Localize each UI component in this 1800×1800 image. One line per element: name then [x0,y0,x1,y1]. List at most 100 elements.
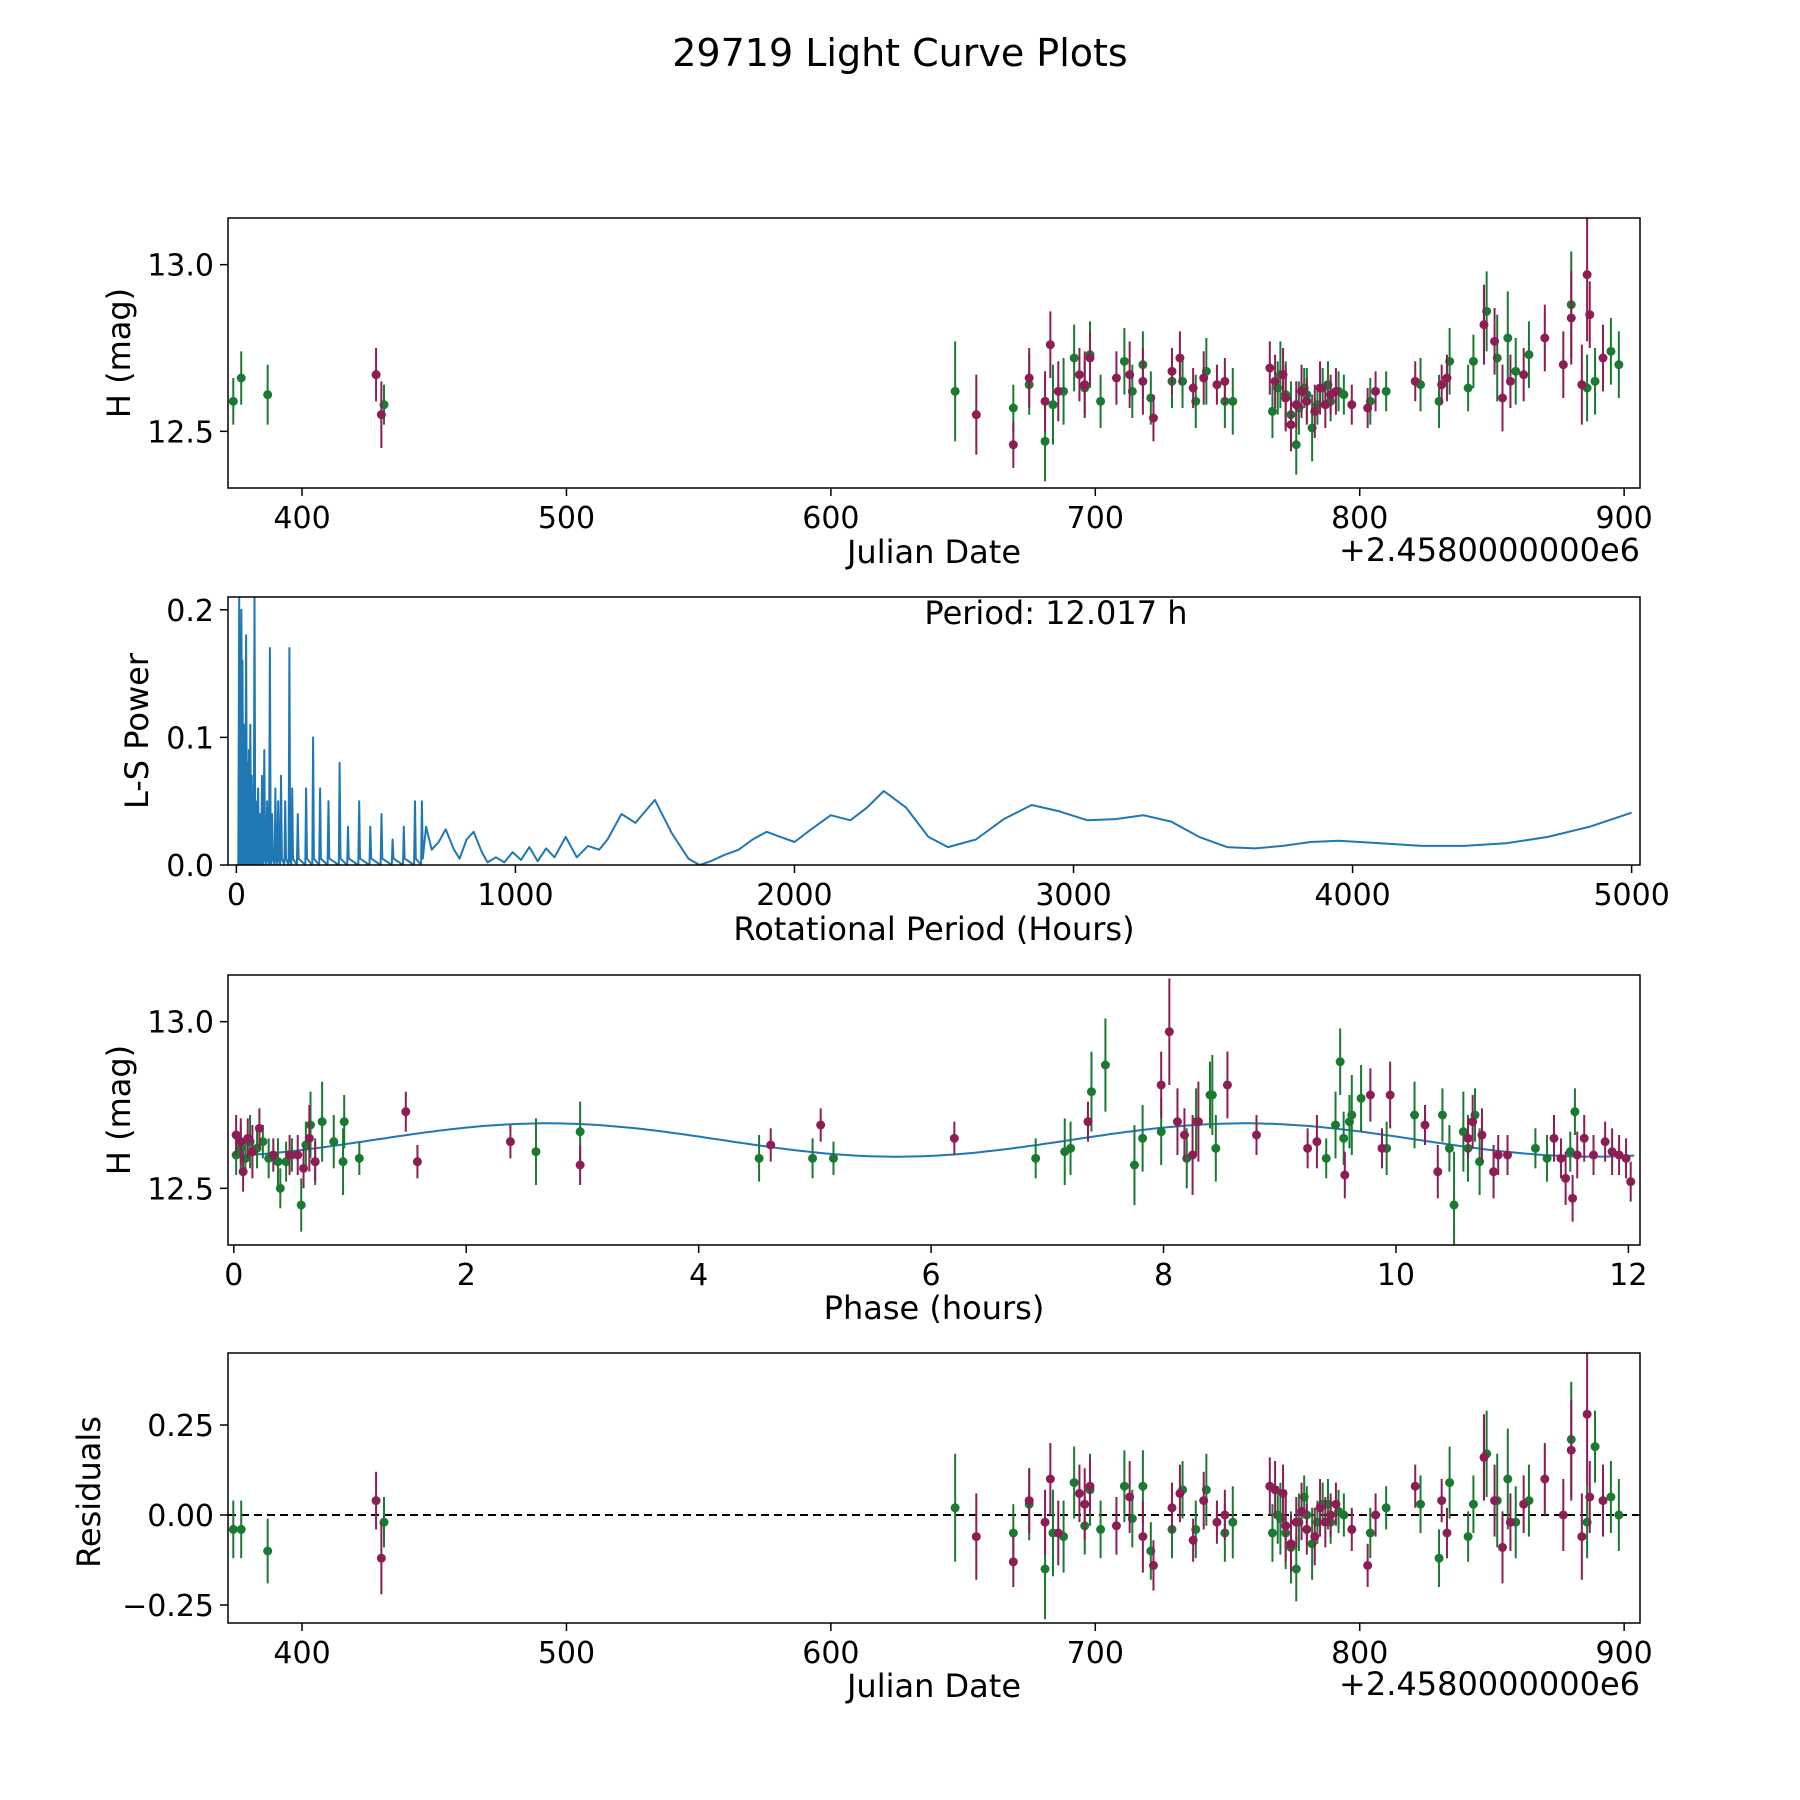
green-data-point [1530,1143,1540,1153]
purple-data-point [1347,400,1357,410]
purple-data-point [376,410,386,420]
green-data-point [1129,1160,1139,1170]
y-tick-label: 13.0 [147,249,214,284]
green-data-point [1590,1442,1600,1452]
purple-data-point [299,1163,309,1173]
purple-data-point [310,1157,320,1167]
x-tick-label: 400 [273,501,330,536]
purple-data-point [304,1133,314,1143]
purple-data-point [1437,1496,1447,1506]
purple-data-point [1138,376,1148,386]
purple-data-point [1585,310,1595,320]
purple-data-point [1498,1542,1508,1552]
green-data-point [1614,1510,1624,1520]
purple-data-point [1433,1167,1443,1177]
light-curve-plot-area [228,218,1624,482]
purple-data-point [1479,1452,1489,1462]
purple-data-point [1297,1506,1307,1516]
green-data-point [301,1140,311,1150]
green-data-point [1267,406,1277,416]
purple-data-point [1503,1150,1513,1160]
green-data-point [1458,1127,1468,1137]
residuals-marks [228,1353,1655,1620]
green-data-point [1347,1110,1357,1120]
green-data-point [1503,333,1513,343]
purple-data-point [293,1150,303,1160]
purple-data-point [1477,1130,1487,1140]
periodogram-ticks: 0 1000 2000 3000 4000 5000 0.0 0.1 0.2 [166,594,1670,913]
purple-data-point [1286,420,1296,430]
purple-data-point [1363,403,1373,413]
purple-data-point [1045,340,1055,350]
purple-data-point [1148,413,1158,423]
green-data-point [1339,1510,1349,1520]
purple-data-point [1138,1532,1148,1542]
purple-data-point [1540,333,1550,343]
purple-data-point [1326,1510,1336,1520]
purple-data-point [1371,1510,1381,1520]
green-data-point [1646,1478,1655,1487]
purple-data-point [1363,1560,1373,1570]
purple-data-point [401,1107,411,1117]
purple-data-point [1572,1150,1582,1160]
purple-data-point [1377,1143,1387,1153]
purple-data-point [949,1133,959,1143]
green-data-point [1410,1110,1420,1120]
green-data-point [1468,1499,1478,1509]
purple-data-point [1167,366,1177,376]
periodogram-xlabel: Rotational Period (Hours) [733,910,1134,948]
green-data-point [1463,1532,1473,1542]
light-curve-ylabel: H (mag) [100,288,138,418]
purple-data-point [1310,1532,1320,1542]
purple-data-point [1024,1496,1034,1506]
green-data-point [1434,1553,1444,1563]
purple-data-point [1614,1150,1624,1160]
purple-data-point [1577,1532,1587,1542]
periodogram-plot-area [236,597,1632,865]
periodogram-marks [236,597,1632,865]
purple-data-point [1558,1510,1568,1520]
green-data-point [1119,1481,1129,1491]
x-tick-label: 10 [1377,1258,1415,1293]
green-data-point [1008,403,1018,413]
green-data-point [1365,1528,1375,1538]
purple-data-point [1193,1117,1203,1127]
green-data-point [1444,1143,1454,1153]
green-data-point [531,1147,541,1157]
purple-data-point [1468,1117,1478,1127]
purple-data-point [1265,363,1275,373]
purple-data-point [1125,1492,1135,1502]
purple-data-point [1561,1173,1571,1183]
green-data-point [1416,1499,1426,1509]
residuals-panel: 400 500 600 700 800 900 −0.25 0.00 0.25 Julian D… [70,1352,1655,1705]
green-data-point [273,1157,283,1167]
purple-data-point [1074,1488,1084,1498]
purple-data-point [1437,380,1447,390]
purple-data-point [1164,1027,1174,1037]
purple-data-point [1220,376,1230,386]
purple-data-point [1188,1150,1198,1160]
purple-data-point [236,1137,246,1147]
purple-data-point [971,410,981,420]
x-tick-label: 600 [802,501,859,536]
green-data-point [1437,1110,1447,1120]
green-data-point [1524,350,1534,360]
x-tick-label: 4 [689,1258,708,1293]
purple-data-point [1179,1130,1189,1140]
x-tick-label: 1000 [477,878,553,913]
purple-data-point [505,1137,515,1147]
purple-data-point [575,1160,585,1170]
purple-data-point [1519,1499,1529,1509]
purple-data-point [1125,370,1135,380]
purple-data-point [1410,376,1420,386]
x-tick-label: 12 [1609,1258,1647,1293]
green-data-point [263,390,273,400]
figure-title: 29719 Light Curve Plots [672,31,1127,75]
x-tick-label: 700 [1067,501,1124,536]
purple-data-point [1220,1510,1230,1520]
green-data-point [1463,383,1473,393]
green-data-point [1445,1478,1455,1488]
phase-folded-frame [227,974,1641,1246]
green-data-point [1339,1133,1349,1143]
purple-data-point [1498,393,1508,403]
